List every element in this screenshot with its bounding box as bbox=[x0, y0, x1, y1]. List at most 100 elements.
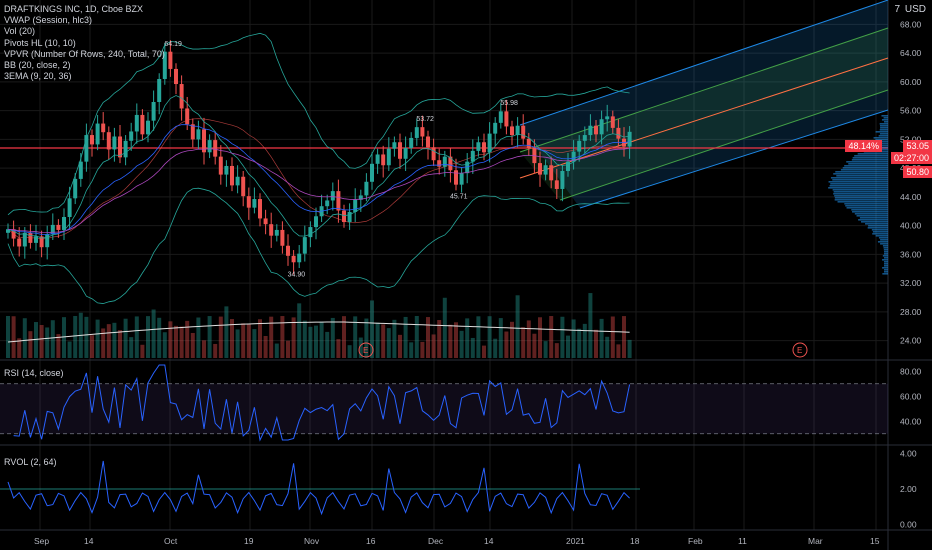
volume-bar bbox=[174, 326, 178, 358]
volume-bar bbox=[23, 318, 27, 358]
vpvr-row bbox=[833, 189, 888, 191]
volume-bar bbox=[73, 316, 77, 358]
volume-bar bbox=[264, 336, 268, 358]
currency-label[interactable]: USD bbox=[905, 4, 926, 15]
candle-body bbox=[314, 216, 318, 227]
candle-body bbox=[185, 108, 189, 124]
volume-bar bbox=[51, 320, 55, 358]
candle-body bbox=[364, 182, 368, 196]
symbol-title[interactable]: DRAFTKINGS INC, 1D, Cboe BZX bbox=[4, 4, 165, 15]
candle-body bbox=[264, 218, 268, 224]
rvol-pane[interactable] bbox=[0, 461, 640, 514]
vpvr-row bbox=[830, 183, 888, 185]
price-tick: 28.00 bbox=[900, 307, 922, 317]
vpvr-row bbox=[879, 135, 888, 137]
volume-bar bbox=[258, 319, 262, 358]
vpvr-row bbox=[846, 161, 888, 163]
vpvr-row bbox=[879, 237, 888, 239]
volume-bar bbox=[465, 318, 469, 358]
volume-bar bbox=[297, 303, 301, 358]
volume-bar bbox=[202, 340, 206, 358]
candle-body bbox=[348, 212, 352, 222]
legend-vpvr[interactable]: VPVR (Number Of Rows, 240, Total, 70) bbox=[4, 49, 165, 60]
vpvr-row bbox=[830, 185, 888, 187]
volume-bar bbox=[432, 334, 436, 358]
volume-bar bbox=[241, 323, 245, 358]
vpvr-row bbox=[831, 177, 888, 179]
vpvr-row bbox=[872, 229, 888, 231]
vpvr-row bbox=[872, 233, 888, 235]
vpvr-row bbox=[876, 131, 888, 133]
volume-bar bbox=[191, 333, 195, 358]
candle-body bbox=[420, 127, 424, 136]
vpvr-row bbox=[848, 163, 888, 165]
volume-bar bbox=[40, 325, 44, 358]
rsi-pane[interactable] bbox=[0, 365, 888, 440]
vpvr-row bbox=[880, 123, 888, 125]
candle-body bbox=[560, 171, 564, 189]
candle-body bbox=[191, 124, 195, 139]
rvol-label[interactable]: RVOL (2, 64) bbox=[4, 457, 57, 467]
vpvr-row bbox=[884, 251, 888, 253]
volume-bar bbox=[185, 321, 189, 358]
volume-bar bbox=[135, 316, 139, 358]
time-tick: Dec bbox=[428, 536, 444, 546]
candle-body bbox=[583, 135, 587, 141]
vpvr-row bbox=[868, 225, 888, 227]
candle-body bbox=[280, 230, 284, 246]
volume-bar bbox=[628, 340, 632, 358]
vpvr-row bbox=[880, 129, 888, 131]
legend-vwap[interactable]: VWAP (Session, hlc3) bbox=[4, 15, 165, 26]
volume-bar bbox=[90, 335, 94, 358]
candle-body bbox=[275, 230, 279, 236]
volume-bar bbox=[118, 330, 122, 358]
candle-body bbox=[499, 111, 503, 123]
candle-body bbox=[342, 211, 346, 223]
volume-bar bbox=[387, 328, 391, 358]
legend-bb[interactable]: BB (20, close, 2) bbox=[4, 60, 165, 71]
legend-vol[interactable]: Vol (20) bbox=[4, 26, 165, 37]
price-tick: 40.00 bbox=[900, 221, 922, 231]
volume-bar bbox=[404, 317, 408, 358]
volume-bar bbox=[314, 326, 318, 358]
rsi-label[interactable]: RSI (14, close) bbox=[4, 368, 64, 378]
candle-body bbox=[415, 127, 419, 138]
candle-body bbox=[247, 196, 251, 208]
vpvr-row bbox=[873, 231, 888, 233]
vpvr-row bbox=[880, 239, 888, 241]
volume-bar bbox=[583, 324, 587, 358]
volume-bar bbox=[213, 344, 217, 358]
vpvr-row bbox=[835, 197, 888, 199]
legend-pivots[interactable]: Pivots HL (10, 10) bbox=[4, 38, 165, 49]
vpvr-row bbox=[883, 255, 888, 257]
candle-body bbox=[45, 234, 49, 247]
vpvr-row bbox=[833, 193, 888, 195]
vpvr-row bbox=[851, 209, 888, 211]
corner-label: 7 bbox=[894, 4, 900, 15]
volume-bar bbox=[45, 327, 49, 358]
volume-bar bbox=[62, 317, 66, 358]
volume-bar bbox=[146, 316, 150, 358]
price-tick: 36.00 bbox=[900, 249, 922, 259]
candle-body bbox=[516, 126, 520, 135]
vpvr-row bbox=[852, 159, 888, 161]
volume-bar bbox=[538, 317, 542, 358]
rsi-tick: 40.00 bbox=[900, 416, 922, 426]
volume-bar bbox=[415, 316, 419, 358]
candle-body bbox=[17, 239, 21, 247]
volume-bar bbox=[208, 316, 212, 358]
candle-body bbox=[230, 166, 234, 185]
volume-bar bbox=[140, 345, 144, 358]
candle-body bbox=[555, 180, 559, 189]
candle-body bbox=[600, 119, 604, 134]
time-tick: Sep bbox=[34, 536, 49, 546]
vpvr-row bbox=[844, 203, 888, 205]
vpvr-row bbox=[876, 235, 888, 237]
legend-3ema[interactable]: 3EMA (9, 20, 36) bbox=[4, 71, 165, 82]
vpvr-row bbox=[829, 181, 888, 183]
vpvr-row bbox=[841, 169, 888, 171]
rsi-band bbox=[0, 384, 888, 434]
vpvr-row bbox=[884, 253, 888, 255]
volume-bar bbox=[499, 318, 503, 358]
